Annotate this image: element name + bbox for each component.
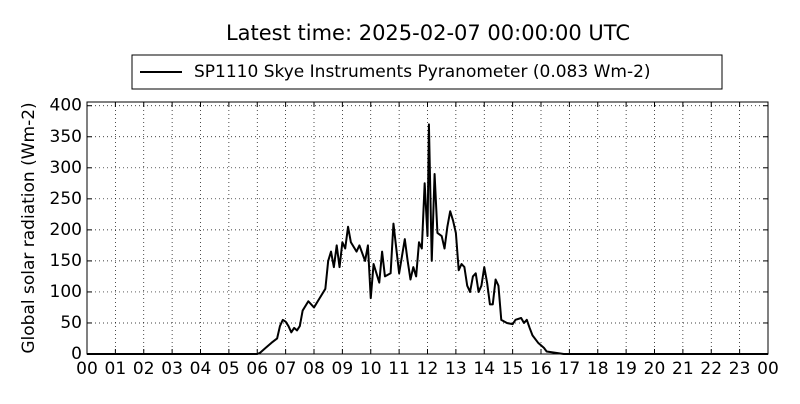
y-tick-label: 400 [50, 96, 82, 116]
y-axis-label: Global solar radiation (Wm-2) [19, 102, 39, 353]
x-tick-label: 05 [218, 359, 240, 379]
x-tick-label: 23 [729, 359, 751, 379]
y-tick-label: 0 [71, 344, 82, 364]
x-tick-label: 02 [133, 359, 155, 379]
plot-frame [86, 101, 769, 355]
x-tick-label: 16 [530, 359, 552, 379]
x-tick-label: 19 [615, 359, 637, 379]
x-tick-label: 08 [303, 359, 325, 379]
x-tick-label: 22 [700, 359, 722, 379]
x-tick-label: 17 [559, 359, 581, 379]
x-tick-label: 20 [644, 359, 666, 379]
legend-label: SP1110 Skye Instruments Pyranometer (0.0… [194, 62, 651, 82]
x-tick-label: 09 [332, 359, 354, 379]
data-line [87, 123, 768, 355]
y-tick-label: 100 [50, 282, 82, 302]
y-tick-label: 250 [50, 189, 82, 209]
x-tick-label: 15 [502, 359, 524, 379]
legend-box [131, 54, 723, 90]
x-tick-label: 18 [587, 359, 609, 379]
x-tick-label: 21 [672, 359, 694, 379]
x-tick-label: 11 [388, 359, 410, 379]
x-tick-label: 01 [105, 359, 127, 379]
x-tick-label: 13 [445, 359, 467, 379]
y-tick-label: 200 [50, 220, 82, 240]
chart-title: Latest time: 2025-02-07 00:00:00 UTC [226, 21, 630, 45]
x-tick-label: 06 [246, 359, 268, 379]
x-tick-label: 12 [417, 359, 439, 379]
x-tick-label: 04 [190, 359, 212, 379]
y-tick-label: 150 [50, 251, 82, 271]
x-tick-label: 07 [275, 359, 297, 379]
y-tick-label: 350 [50, 127, 82, 147]
x-tick-label: 00 [757, 359, 779, 379]
y-tick-label: 50 [60, 313, 82, 333]
x-tick-label: 03 [161, 359, 183, 379]
x-tick-label: 14 [473, 359, 495, 379]
x-tick-label: 00 [76, 359, 98, 379]
y-tick-label: 300 [50, 158, 82, 178]
x-tick-label: 10 [360, 359, 382, 379]
